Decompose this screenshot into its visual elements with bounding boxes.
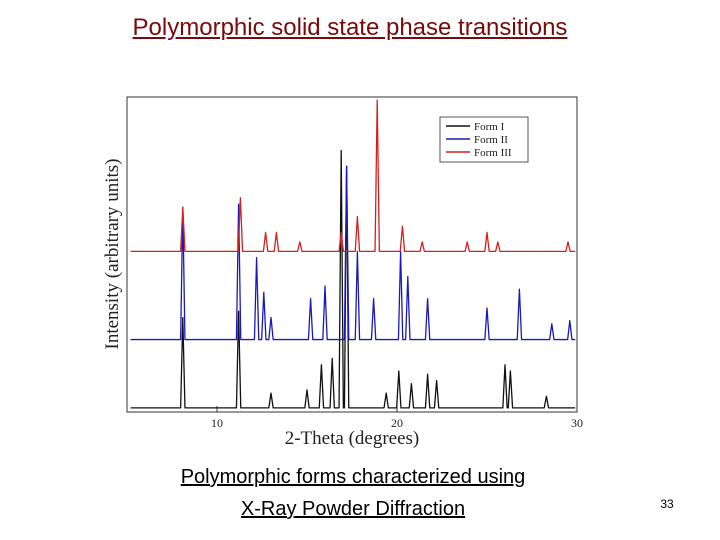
caption-line: Polymorphic forms characterized using <box>180 466 526 488</box>
page-number: 33 <box>660 497 674 511</box>
x-axis-label: 2-Theta (degrees) <box>285 428 420 449</box>
plot-frame <box>126 96 578 413</box>
x-tick-label: 20 <box>391 416 403 430</box>
legend-label: Form III <box>474 147 512 159</box>
caption-line: X-Ray Powder Diffraction <box>240 498 466 520</box>
y-axis-label: Intensity (arbitrary units) <box>102 158 123 349</box>
legend-label: Form I <box>474 121 505 133</box>
series-line <box>130 149 576 409</box>
slide-title: Polymorphic solid state phase transition… <box>132 14 568 41</box>
series-line <box>130 99 576 252</box>
x-tick-label: 10 <box>211 416 223 430</box>
series-line <box>130 165 576 341</box>
legend-label: Form II <box>474 134 508 146</box>
x-tick-label: 30 <box>571 416 583 430</box>
